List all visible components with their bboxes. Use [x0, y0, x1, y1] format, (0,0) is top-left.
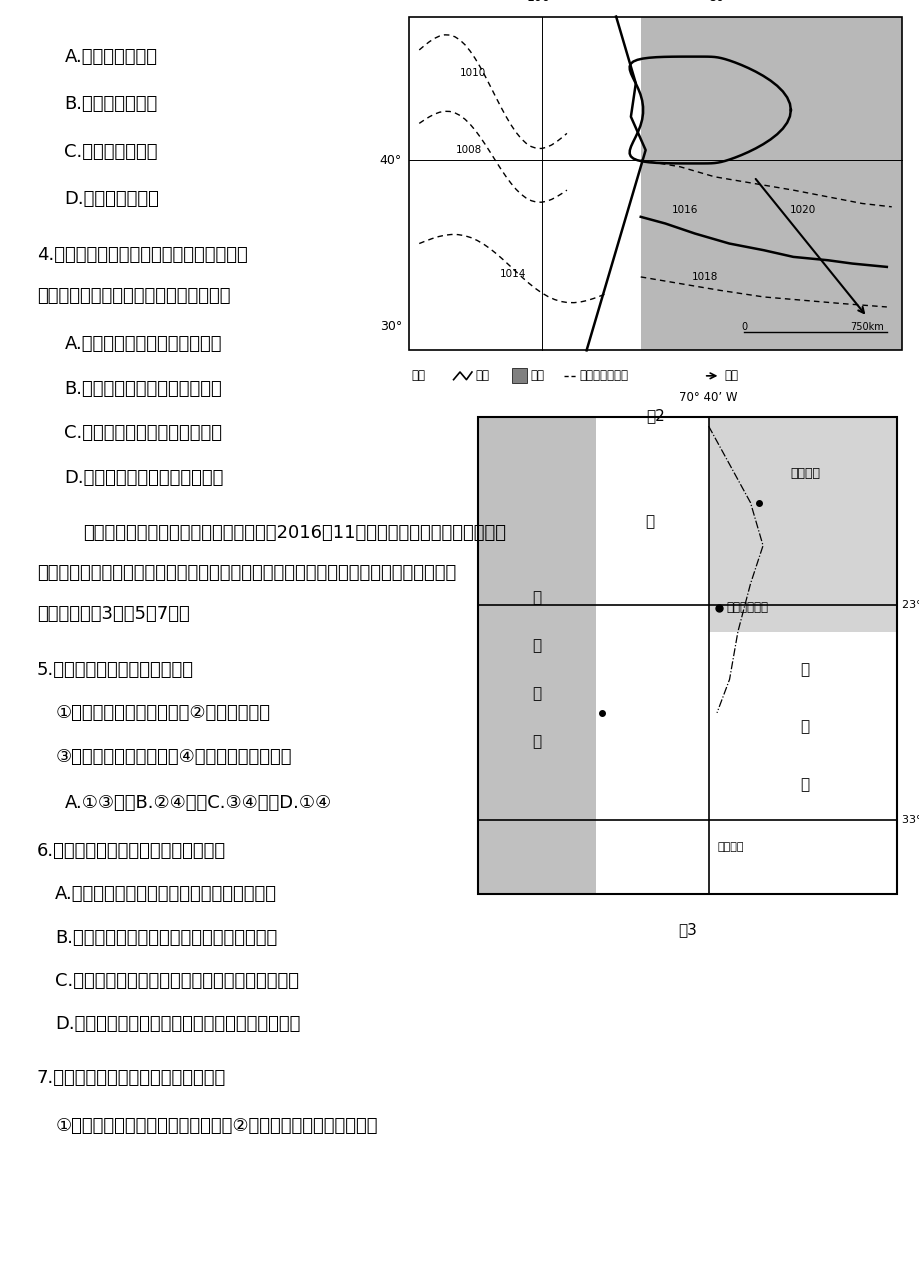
Text: 23° 40’ S: 23° 40’ S — [901, 600, 919, 610]
Text: 图2: 图2 — [645, 408, 664, 423]
Text: 5.阿塔卡玛沙漠极度干旱的原因: 5.阿塔卡玛沙漠极度干旱的原因 — [37, 661, 194, 679]
Text: 图例: 图例 — [411, 369, 425, 382]
Text: 太: 太 — [532, 591, 541, 605]
Text: 洋: 洋 — [532, 734, 541, 749]
Bar — [409, 17, 640, 350]
Text: 地亚正哥: 地亚正哥 — [716, 842, 743, 851]
Bar — [512, 368, 527, 383]
Text: 玻利维亚: 玻利维亚 — [789, 468, 819, 480]
Text: 1014: 1014 — [499, 269, 526, 279]
Text: 1010: 1010 — [460, 69, 486, 78]
Text: C.沿岘上升补偿流，渔业资源丰富，吸引鸟类集聚: C.沿岘上升补偿流，渔业资源丰富，吸引鸟类集聚 — [55, 972, 299, 990]
Text: 中国国家天文台和智利北方天主教大学于2016年11月签订协议，在智利北部阿塔卡: 中国国家天文台和智利北方天主教大学于2016年11月签订协议，在智利北部阿塔卡 — [83, 524, 505, 541]
Text: 河流: 河流 — [475, 369, 489, 382]
Text: 测基地。据图3完抈5～7题。: 测基地。据图3完抈5～7题。 — [37, 605, 189, 623]
Text: D.东北风　　冬季: D.东北风 冬季 — [64, 190, 159, 208]
Text: 根: 根 — [800, 720, 809, 735]
Text: 33° 27’ S: 33° 27’ S — [901, 815, 919, 826]
Text: 1016: 1016 — [671, 205, 698, 215]
Text: 0: 0 — [740, 322, 746, 333]
Text: ③寒流影响，多雾少雨　④人类影响，植被稀少: ③寒流影响，多雾少雨 ④人类影响，植被稀少 — [55, 748, 291, 766]
Text: 6.阿塔卡玛沙漠鸟粪资源丰富的原因是: 6.阿塔卡玛沙漠鸟粪资源丰富的原因是 — [37, 842, 226, 860]
Text: A.陆地生态环境优美，吸引大量鸟类筑巢繁殖: A.陆地生态环境优美，吸引大量鸟类筑巢繁殖 — [55, 885, 277, 903]
Text: 图3: 图3 — [677, 922, 697, 938]
Text: 1018: 1018 — [691, 271, 717, 282]
Text: B.夏季强于冬季　　海水升温快: B.夏季强于冬季 海水升温快 — [64, 380, 221, 397]
Bar — [708, 632, 896, 894]
Bar — [409, 17, 901, 350]
Bar — [478, 417, 595, 894]
Text: 水域: 水域 — [530, 369, 544, 382]
Bar — [478, 417, 896, 894]
Text: 750km: 750km — [849, 322, 883, 333]
Text: 洋流: 洋流 — [723, 369, 737, 382]
Text: A.东南风　　夏季: A.东南风 夏季 — [64, 48, 157, 66]
Bar — [640, 17, 901, 350]
Text: 利: 利 — [532, 687, 541, 701]
Text: 100°: 100° — [527, 0, 557, 4]
Text: 40°: 40° — [380, 154, 402, 167]
Text: ①有利于观测天空的南天区　　　　②与国内观测构成时域互补性: ①有利于观测天空的南天区 ②与国内观测构成时域互补性 — [55, 1117, 378, 1135]
Text: A.夏季强于冬季　　夏季风增强: A.夏季强于冬季 夏季风增强 — [64, 335, 221, 353]
Text: 4.图中洋流对大陆东岐气候影响的强度随季: 4.图中洋流对大陆东岐气候影响的强度随季 — [37, 246, 247, 264]
Text: ①暑湿气流难以到达　　　②大气对流旺盛: ①暑湿气流难以到达 ②大气对流旺盛 — [55, 705, 270, 722]
Text: 阿: 阿 — [800, 662, 809, 678]
Text: 1020: 1020 — [789, 205, 815, 215]
Text: A.①③　　B.②④　　C.③④　　D.①④: A.①③ B.②④ C.③④ D.①④ — [64, 794, 331, 812]
Text: 天文观测基地: 天文观测基地 — [726, 601, 767, 614]
Text: 80°: 80° — [708, 0, 730, 4]
Text: 智: 智 — [645, 515, 654, 529]
Text: 廷: 廷 — [800, 777, 809, 792]
Bar — [708, 417, 896, 632]
Text: C.冬季强于夏季　　冬季风增强: C.冬季强于夏季 冬季风增强 — [64, 424, 222, 442]
Text: 30°: 30° — [380, 321, 402, 334]
Text: 平: 平 — [532, 638, 541, 654]
Text: D.冬季强于夏季　　陆地降温快: D.冬季强于夏季 陆地降温快 — [64, 469, 223, 487]
Text: C.西南风　　夏季: C.西南风 夏季 — [64, 143, 158, 161]
Text: 马高原沙漠边缘合作建设天文观测基地。该基地成为继南极站后，中国又一个海外天文观: 马高原沙漠边缘合作建设天文观测基地。该基地成为继南极站后，中国又一个海外天文观 — [37, 564, 456, 582]
Text: 1008: 1008 — [455, 145, 481, 155]
Text: 7.在智利建立天文观测点具有的优势是: 7.在智利建立天文观测点具有的优势是 — [37, 1069, 226, 1087]
Text: D.为农业生产，该地居民收集了大量的鸟粪当肥料: D.为农业生产，该地居民收集了大量的鸟粪当肥料 — [55, 1015, 301, 1033]
Text: 等压线（百帕）: 等压线（百帕） — [579, 369, 628, 382]
Text: B.鸟类迁徕必经之路，天气稳定吸引鸟类集聚: B.鸟类迁徕必经之路，天气稳定吸引鸟类集聚 — [55, 929, 278, 947]
Bar — [595, 417, 708, 894]
Text: B.西北风　　冬季: B.西北风 冬季 — [64, 96, 157, 113]
Text: 70° 40’ W: 70° 40’ W — [678, 391, 737, 404]
Text: 节发生变化，其状况与原因关联正确的是: 节发生变化，其状况与原因关联正确的是 — [37, 287, 230, 304]
